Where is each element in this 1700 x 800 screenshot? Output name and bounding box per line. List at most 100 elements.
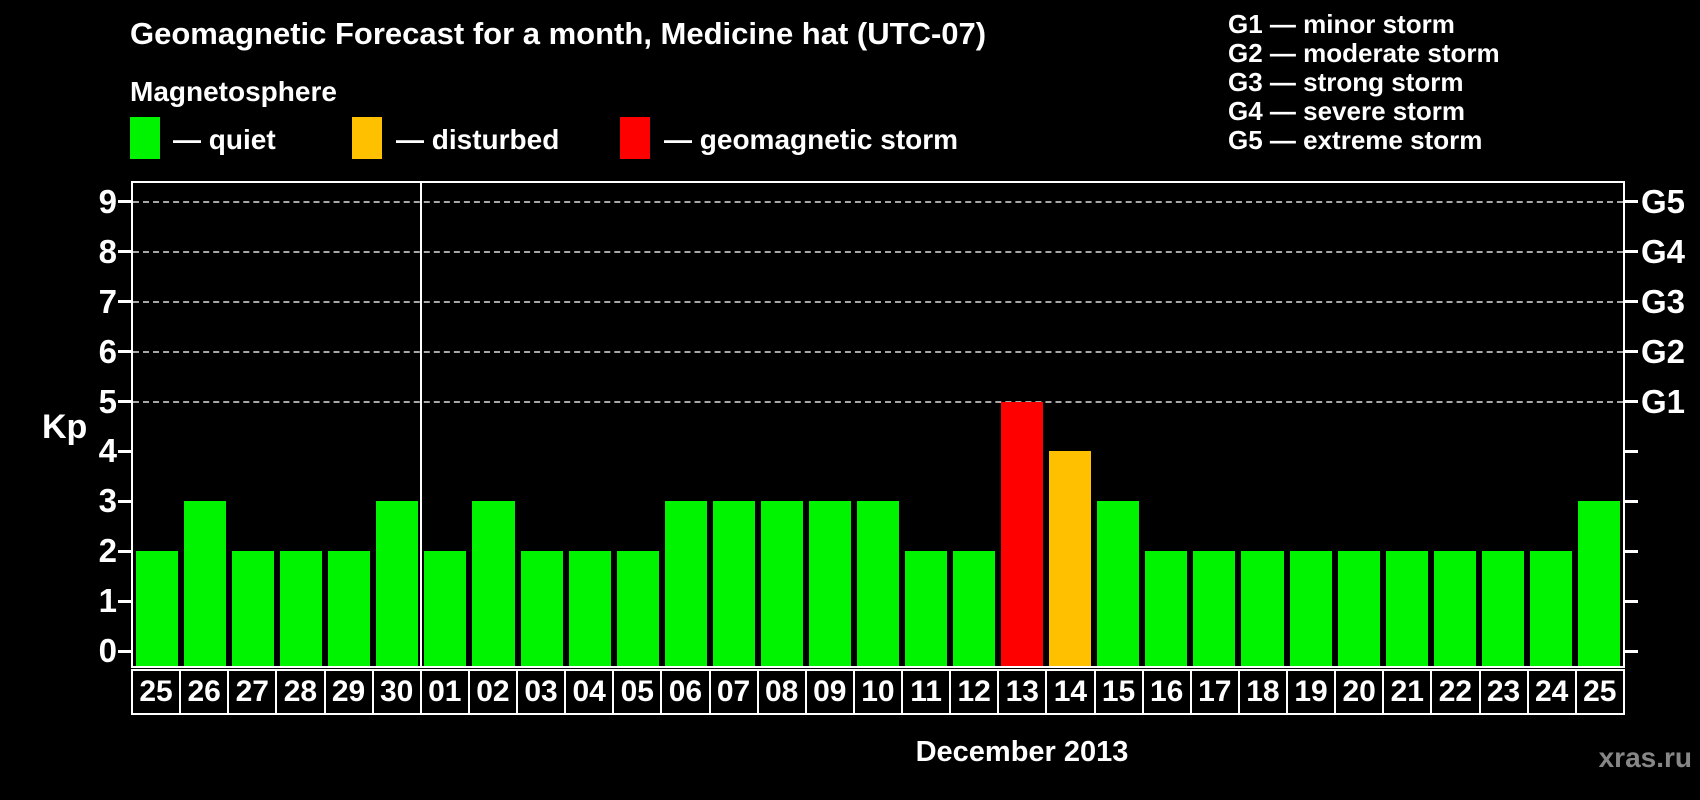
- y-tick-left-4: [118, 449, 131, 453]
- day-label-13: 13: [997, 671, 1045, 713]
- legend-label-disturbed: — disturbed: [396, 124, 560, 155]
- kp-bar-day-10: [856, 501, 900, 666]
- month-separator-line: [420, 183, 423, 666]
- day-label-18: 18: [1237, 671, 1286, 713]
- right-axis-label-g1: G1: [1641, 382, 1686, 420]
- y-axis-title: Kp: [42, 408, 88, 446]
- kp-bar-day-26: [184, 501, 227, 666]
- y-tick-right-3: [1625, 499, 1638, 503]
- legend-swatch-quiet: [130, 117, 160, 159]
- day-label-12: 12: [949, 671, 997, 713]
- kp-bar-day-21: [1385, 551, 1428, 666]
- y-tick-left-5: [118, 400, 131, 404]
- y-tick-right-9: [1625, 200, 1638, 204]
- y-tick-label-3: 3: [98, 482, 117, 520]
- day-label-25: 25: [1574, 671, 1623, 713]
- magnetosphere-legend-heading: Magnetosphere: [130, 76, 337, 107]
- kp-bar-day-23: [1481, 551, 1524, 666]
- y-tick-right-0: [1625, 649, 1638, 653]
- kp-bar-day-13: [1001, 401, 1044, 666]
- kp-bar-day-30: [376, 501, 419, 666]
- y-tick-left-3: [118, 499, 131, 503]
- legend-label-quiet: — quiet: [173, 124, 276, 155]
- day-label-07: 07: [708, 671, 757, 713]
- y-tick-label-5: 5: [98, 382, 117, 420]
- kp-bar-day-25: [136, 551, 179, 666]
- day-label-01: 01: [419, 671, 468, 713]
- day-label-16: 16: [1141, 671, 1190, 713]
- day-label-20: 20: [1334, 671, 1382, 713]
- day-label-11: 11: [901, 671, 949, 713]
- kp-bar-day-12: [953, 551, 996, 666]
- day-label-06: 06: [660, 671, 708, 713]
- gridline-kp8: [133, 250, 1623, 253]
- y-tick-label-1: 1: [98, 582, 117, 620]
- kp-bar-day-07: [712, 501, 755, 666]
- right-axis-label-g4: G4: [1641, 232, 1686, 270]
- y-tick-left-1: [118, 599, 131, 603]
- kp-bar-day-14: [1049, 451, 1092, 666]
- gridline-kp5: [133, 400, 1623, 403]
- day-label-24: 24: [1526, 671, 1575, 713]
- kp-bar-day-28: [280, 551, 323, 666]
- g-legend-line-3: G3 — strong storm: [1228, 67, 1464, 97]
- day-label-10: 10: [852, 671, 901, 713]
- plot-area: G1 G2 G3 G4 G5 0 1 2 3 4 5 6 7 8 9: [99, 181, 1685, 669]
- day-label-05: 05: [612, 671, 660, 713]
- kp-bar-day-20: [1337, 551, 1380, 666]
- g-legend-line-2: G2 — moderate storm: [1228, 38, 1500, 68]
- day-label-30-prev-month: 30: [371, 671, 420, 713]
- day-label-08: 08: [756, 671, 805, 713]
- day-label-14: 14: [1045, 671, 1093, 713]
- kp-bar-day-09: [808, 501, 851, 666]
- y-tick-label-2: 2: [98, 532, 117, 570]
- y-tick-label-9: 9: [98, 182, 117, 220]
- day-label-04: 04: [564, 671, 612, 713]
- y-tick-label-6: 6: [98, 332, 117, 370]
- right-axis-label-g2: G2: [1641, 332, 1686, 370]
- y-tick-label-4: 4: [98, 432, 117, 470]
- x-axis-title: December 2013: [915, 736, 1129, 768]
- y-tick-right-8: [1625, 250, 1638, 254]
- y-tick-right-7: [1625, 300, 1638, 304]
- xras-watermark: xras.ru: [1598, 742, 1692, 773]
- gridline-kp9: [133, 200, 1623, 203]
- g-legend-line-1: G1 — minor storm: [1228, 9, 1455, 39]
- day-label-02: 02: [467, 671, 516, 713]
- gridline-kp7: [133, 300, 1623, 303]
- kp-bar-day-22: [1433, 551, 1476, 666]
- y-tick-left-0: [118, 649, 131, 653]
- kp-bar-day-08: [760, 501, 803, 666]
- kp-bar-day-29: [328, 551, 371, 666]
- right-axis-label-g5: G5: [1641, 182, 1686, 220]
- gridline-kp6: [133, 350, 1623, 353]
- day-label-03: 03: [516, 671, 564, 713]
- kp-bar-day-04: [568, 551, 611, 666]
- x-axis-day-labels: 25 26 27 28 29 30 01 02 03 04 05 06 07 08 09 10 11 12 13 14…: [131, 669, 1625, 715]
- legend-swatch-disturbed: [352, 117, 382, 159]
- day-label-15: 15: [1093, 671, 1142, 713]
- kp-bar-day-27: [232, 551, 275, 666]
- day-label-21: 21: [1382, 671, 1430, 713]
- day-label-23: 23: [1478, 671, 1527, 713]
- kp-bar-day-24: [1529, 551, 1572, 666]
- y-tick-right-1: [1625, 599, 1638, 603]
- y-tick-left-9: [118, 200, 131, 204]
- kp-bar-day-25: [1577, 501, 1620, 666]
- y-tick-label-8: 8: [98, 232, 117, 270]
- g-scale-legend: G1 — minor storm G2 — moderate storm G3 — …: [1228, 10, 1500, 155]
- kp-bar-day-05: [616, 551, 659, 666]
- y-tick-left-2: [118, 549, 131, 553]
- y-tick-right-6: [1625, 350, 1638, 354]
- legend-swatch-storm: [620, 117, 650, 159]
- y-tick-right-2: [1625, 549, 1638, 553]
- y-tick-label-0: 0: [98, 632, 117, 669]
- y-tick-left-8: [118, 250, 131, 254]
- day-label-25-prev-month: 25: [139, 675, 173, 708]
- day-label-27-prev-month: 27: [227, 671, 275, 713]
- y-tick-label-7: 7: [98, 282, 117, 320]
- kp-bar-day-17: [1193, 551, 1236, 666]
- kp-bar-day-11: [905, 551, 948, 666]
- y-tick-right-5: [1625, 400, 1638, 404]
